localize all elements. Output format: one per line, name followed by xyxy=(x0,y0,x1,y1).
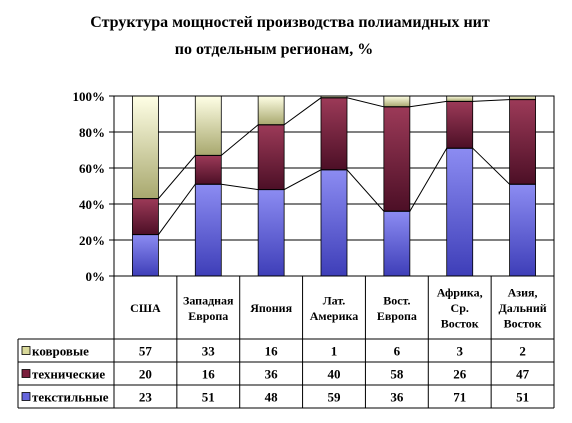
y-tick-label: 20% xyxy=(79,233,105,248)
data-cell: 1 xyxy=(331,344,338,359)
data-cell: 6 xyxy=(394,344,401,359)
bar-segment xyxy=(383,95,411,108)
bar-segment xyxy=(194,95,222,156)
category-label: Европа xyxy=(377,309,417,323)
data-cell: 26 xyxy=(453,367,467,382)
bar-segment xyxy=(509,95,536,100)
bar-segment xyxy=(383,106,411,212)
category-label: Африка, xyxy=(437,286,483,300)
bar-segment xyxy=(509,183,536,277)
data-cell: 51 xyxy=(516,390,529,405)
y-tick-label: 100% xyxy=(73,89,106,104)
bar-segment xyxy=(383,210,411,277)
bar-segment xyxy=(132,234,159,277)
data-cell: 23 xyxy=(139,390,153,405)
series-label: технические xyxy=(32,367,105,382)
category-label: Западная xyxy=(183,293,234,307)
category-label: Япония xyxy=(250,301,292,315)
bar-segment xyxy=(446,147,474,277)
category-label: США xyxy=(130,301,161,315)
data-cell: 16 xyxy=(265,344,279,359)
chart-title-line-1: Структура мощностей производства полиами… xyxy=(90,14,490,31)
bar-segment xyxy=(132,198,159,236)
bar-segment xyxy=(194,154,222,185)
bar-segment xyxy=(194,183,222,277)
legend-key xyxy=(21,346,31,355)
bar-segment xyxy=(446,95,474,102)
y-tick-label: 80% xyxy=(79,125,105,140)
data-cell: 36 xyxy=(265,367,279,382)
data-cell: 33 xyxy=(202,344,216,359)
y-tick-label: 60% xyxy=(79,161,105,176)
bar-segment xyxy=(257,189,285,277)
legend-key xyxy=(21,369,31,378)
data-cell: 57 xyxy=(139,344,153,359)
data-cell: 36 xyxy=(390,390,404,405)
series-line xyxy=(132,97,536,200)
category-label: Америка xyxy=(310,309,359,323)
data-cell: 71 xyxy=(453,390,466,405)
data-cell: 51 xyxy=(202,390,215,405)
category-label: Дальний xyxy=(498,301,546,315)
data-cell: 48 xyxy=(265,390,279,405)
data-cell: 20 xyxy=(139,367,152,382)
bar-segment xyxy=(509,99,536,185)
category-label: Восток xyxy=(441,317,479,331)
bar-segment xyxy=(257,95,285,126)
bar-segment xyxy=(132,95,159,199)
bar-segment xyxy=(320,169,348,277)
chart-title-line-2: по отдельным регионам, % xyxy=(174,41,374,58)
category-label: Ср. xyxy=(451,301,469,315)
bar-segment xyxy=(446,101,474,149)
bar-segment xyxy=(320,97,348,171)
category-label: Вост. xyxy=(383,293,410,307)
data-cell: 16 xyxy=(202,367,216,382)
category-label: Лат. xyxy=(323,293,346,307)
data-cell: 2 xyxy=(519,344,526,359)
series-line xyxy=(132,147,536,236)
category-label: Азия, xyxy=(508,286,538,300)
data-cell: 59 xyxy=(328,390,342,405)
category-label: Европа xyxy=(188,309,228,323)
category-label: Восток xyxy=(504,317,542,331)
data-cell: 40 xyxy=(328,367,341,382)
data-cell: 47 xyxy=(516,367,530,382)
series-label: текстильные xyxy=(32,390,109,405)
y-tick-label: 0% xyxy=(86,269,106,284)
series-label: ковровые xyxy=(32,344,89,359)
data-cell: 3 xyxy=(456,344,463,359)
y-tick-label: 40% xyxy=(79,197,105,212)
bar-segment xyxy=(257,124,285,191)
data-cell: 58 xyxy=(390,367,404,382)
legend-key xyxy=(21,392,31,401)
